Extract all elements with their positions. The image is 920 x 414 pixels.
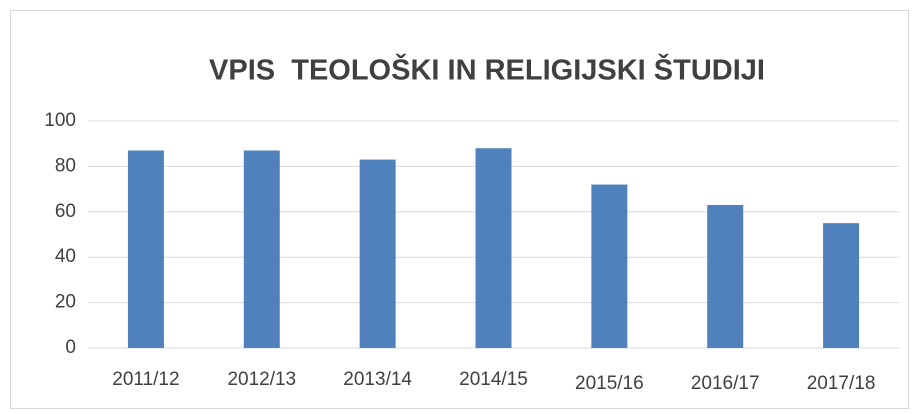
x-tick-label: 2012/13 <box>227 369 296 390</box>
y-tick-label: 40 <box>55 246 76 267</box>
x-tick-label: 2016/17 <box>691 373 760 394</box>
bar <box>359 159 396 348</box>
bar <box>707 204 744 348</box>
bar <box>127 150 164 348</box>
x-tick-label: 2013/14 <box>343 369 412 390</box>
chart-title: VPIS TEOLOŠKI IN RELIGIJSKI ŠTUDIJI <box>209 53 765 87</box>
bar <box>475 148 512 348</box>
x-tick-label: 2015/16 <box>575 373 644 394</box>
y-tick-label: 100 <box>44 110 76 131</box>
x-tick-label: 2011/12 <box>112 369 179 390</box>
y-tick-label: 60 <box>55 201 76 222</box>
x-tick-label: 2017/18 <box>807 373 876 394</box>
bar <box>243 150 280 348</box>
bar <box>823 223 860 348</box>
y-tick-label: 80 <box>55 155 76 176</box>
bar <box>591 184 628 348</box>
y-tick-label: 0 <box>65 337 76 358</box>
y-tick-label: 20 <box>55 292 76 313</box>
x-tick-label: 2014/15 <box>459 369 528 390</box>
